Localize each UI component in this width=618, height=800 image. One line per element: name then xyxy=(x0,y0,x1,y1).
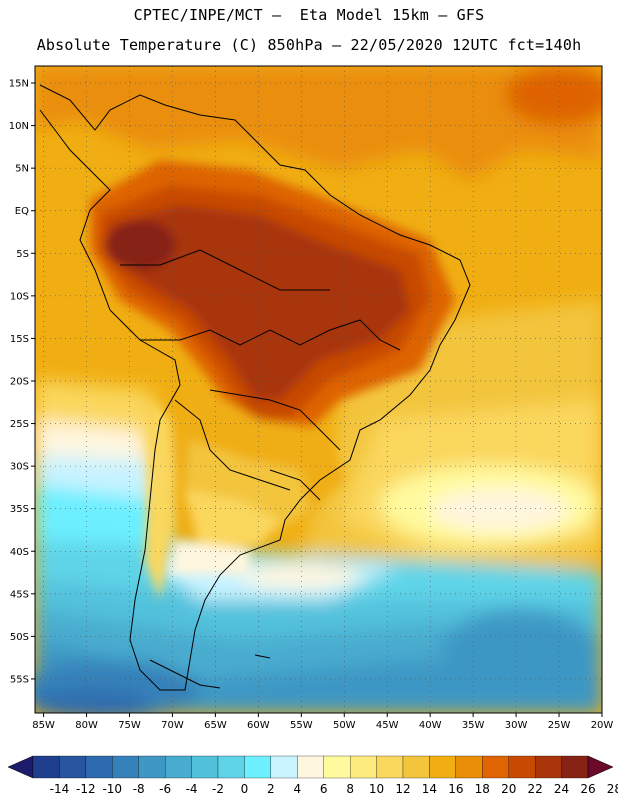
colorbar-swatch xyxy=(349,755,377,779)
colorbar-swatch xyxy=(376,755,404,779)
coastlines xyxy=(39,84,471,691)
colorbar-swatch xyxy=(508,755,536,779)
colorbar-swatch xyxy=(138,755,166,779)
longitude-labels: 85W 80W 75W 70W 65W 60W 55W 50W 45W 40W 35W 30W 25W 2… xyxy=(32,713,613,731)
colorbar-label: 16 xyxy=(448,782,463,796)
lon-tick-label: 65W xyxy=(204,720,227,731)
colorbar-swatch xyxy=(429,755,457,779)
lon-tick-label: 70W xyxy=(161,720,184,731)
lat-tick-label: 5N xyxy=(15,164,29,175)
lat-tick-label: 30S xyxy=(10,462,29,473)
colorbar-high-arrow xyxy=(587,755,614,779)
colorbar-label: 0 xyxy=(241,782,249,796)
colorbar-label: 8 xyxy=(346,782,354,796)
lon-tick-label: 80W xyxy=(75,720,98,731)
colorbar-swatch xyxy=(534,755,562,779)
colorbar-label: 20 xyxy=(501,782,516,796)
lon-tick-label: 45W xyxy=(376,720,399,731)
lat-tick-label: 35S xyxy=(10,504,29,515)
colorbar-swatch xyxy=(59,755,87,779)
lat-tick-label: 15S xyxy=(10,334,29,345)
lat-tick-label: 40S xyxy=(10,547,29,558)
colorbar-label: -2 xyxy=(212,782,224,796)
lat-tick-label: 50S xyxy=(10,632,29,643)
chart-title-line-2: Absolute Temperature (C) 850hPa – 22/05/… xyxy=(36,36,582,54)
lon-tick-label: 55W xyxy=(290,720,313,731)
map-frame xyxy=(34,65,603,714)
lat-tick-label: 20S xyxy=(10,376,29,387)
lon-tick-label: 50W xyxy=(333,720,356,731)
colorbar-swatch xyxy=(85,755,113,779)
colorbar-swatch xyxy=(482,755,509,779)
colorbar-swatch xyxy=(217,755,245,779)
colorbar-swatch xyxy=(561,755,589,779)
colorbar-label: 22 xyxy=(528,782,543,796)
lat-tick-label: 55S xyxy=(10,674,29,685)
lat-tick-label: EQ xyxy=(15,206,29,217)
lon-tick-label: 25W xyxy=(548,720,571,731)
colorbar-label: 2 xyxy=(267,782,275,796)
colorbar-label: -6 xyxy=(159,782,171,796)
colorbar-label: -10 xyxy=(102,782,122,796)
colorbar-label: 14 xyxy=(422,782,437,796)
lon-tick-label: 30W xyxy=(505,720,528,731)
lon-tick-label: 35W xyxy=(462,720,485,731)
colorbar-label: -4 xyxy=(186,782,198,796)
colorbar-swatch xyxy=(244,755,272,779)
lat-tick-label: 10S xyxy=(10,291,29,302)
latitude-labels: 15N 10N 5N EQ 5S 10S 15S 20S 25S 30S 35S 40S 45S 50S 5… xyxy=(9,79,35,685)
colorbar-low-arrow xyxy=(7,755,34,779)
colorbar-label: -14 xyxy=(50,782,70,796)
colorbar-swatch xyxy=(191,755,219,779)
colorbar-label: -8 xyxy=(133,782,145,796)
lon-tick-label: 85W xyxy=(32,720,55,731)
colorbar-swatch xyxy=(164,755,192,779)
lat-tick-label: 25S xyxy=(10,419,29,430)
chart-title-line-1: CPTEC/INPE/MCT – Eta Model 15km – GFS xyxy=(133,6,485,24)
colorbar-label: 24 xyxy=(554,782,569,796)
lon-tick-label: 60W xyxy=(247,720,270,731)
temperature-colorbar: -14 -12 -10 -8 -6 -4 -2 0 2 4 6 8 10 12 14 16 18 20 22 24 26… xyxy=(7,755,618,796)
temperature-field xyxy=(35,66,602,713)
lat-tick-label: 5S xyxy=(16,249,29,260)
lat-tick-label: 45S xyxy=(10,589,29,600)
colorbar-swatch xyxy=(323,755,351,779)
colorbar-swatch xyxy=(455,755,483,779)
colorbar-swatch xyxy=(270,755,298,779)
lon-tick-label: 40W xyxy=(419,720,442,731)
lat-tick-label: 10N xyxy=(9,121,29,132)
colorbar-label: 18 xyxy=(475,782,490,796)
colorbar-label: 10 xyxy=(369,782,384,796)
colorbar-label: 28 xyxy=(607,782,618,796)
lon-tick-label: 75W xyxy=(118,720,141,731)
colorbar-label: 12 xyxy=(395,782,410,796)
colorbar-label: -12 xyxy=(76,782,96,796)
colorbar-label: 26 xyxy=(580,782,595,796)
colorbar-label: 4 xyxy=(293,782,301,796)
colorbar-swatch xyxy=(402,755,430,779)
lon-tick-label: 20W xyxy=(591,720,614,731)
colorbar-label: 6 xyxy=(320,782,328,796)
colorbar-swatch xyxy=(32,755,60,779)
colorbar-swatch xyxy=(297,755,324,779)
lat-tick-label: 15N xyxy=(9,79,29,90)
colorbar-swatch xyxy=(112,755,139,779)
